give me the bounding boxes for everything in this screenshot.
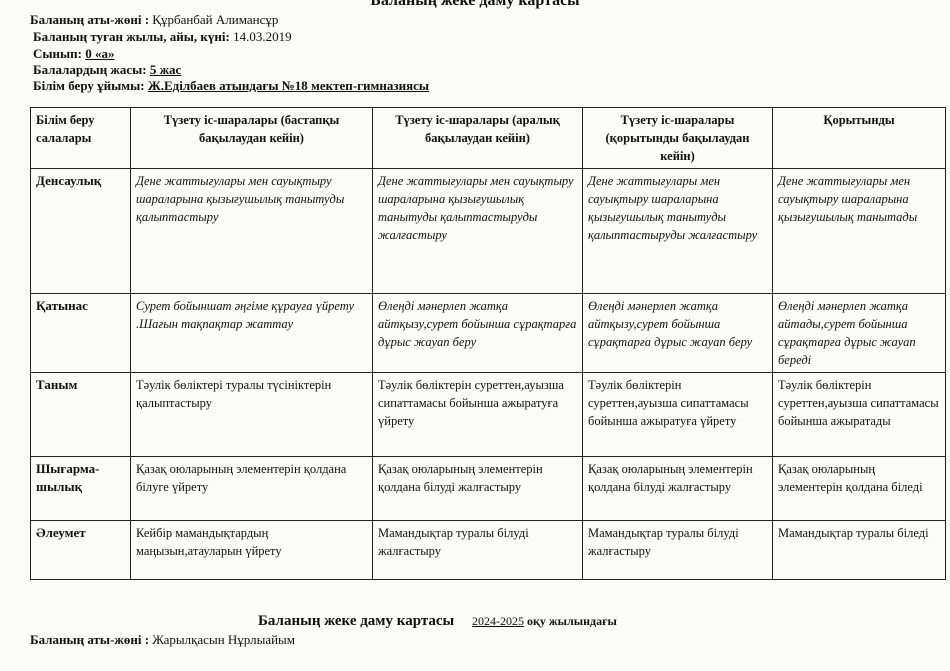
initial-cell: Сурет бойыншат әңгіме құрауға үйрету .Ша… — [130, 293, 373, 373]
birth-label: Баланың туған жылы, айы, күні: — [33, 29, 230, 44]
intermediate-cell: Дене жаттығулары мен сауықтыру шараларын… — [372, 168, 583, 294]
age-value: 5 жас — [149, 62, 182, 77]
header-conclusion: Қорытынды — [772, 107, 946, 169]
final-cell: Тәулік бөліктерін суреттен,ауызша сипатт… — [582, 372, 773, 457]
child-name-label: Баланың аты-жөні : — [30, 12, 150, 27]
school-year-suffix: оқу жылындағы — [527, 614, 617, 628]
area-cell: Қатынас — [30, 293, 131, 373]
area-cell: Таным — [30, 372, 131, 457]
class-label: Сынып: — [33, 46, 82, 61]
final-cell: Дене жаттығулары мен сауықтыру шараларын… — [582, 168, 773, 294]
initial-cell: Дене жаттығулары мен сауықтыру шараларын… — [130, 168, 373, 294]
school-year-value: 2024-2025 — [472, 614, 525, 628]
intermediate-cell: Тәулік бөліктерін суреттен,ауызша сипатт… — [372, 372, 583, 457]
class-value: 0 «а» — [85, 46, 115, 61]
table-row: Қатынас Сурет бойыншат әңгіме құрауға үй… — [30, 293, 946, 373]
age-label: Балалардың жасы: — [33, 62, 147, 77]
org-label: Білім беру ұйымы: — [33, 78, 145, 93]
conclusion-cell: Өлеңді мәнерлеп жатқа айтады,сурет бойын… — [772, 293, 946, 373]
class-line: Сынып: 0 «а» — [33, 46, 115, 62]
page-title: Баланың жеке даму картасы — [370, 0, 580, 9]
area-cell: Шығарма-шылық — [30, 456, 131, 521]
second-child-name-label: Баланың аты-жөні : — [30, 632, 150, 647]
intermediate-cell: Мамандықтар туралы білуді жалғастыру — [372, 520, 583, 580]
initial-cell: Кейбір мамандықтардың маңызын,атауларын … — [130, 520, 373, 580]
conclusion-cell: Дене жаттығулары мен сауықтыру шараларын… — [772, 168, 946, 294]
final-cell: Қазақ оюларының элементерін қолдана білу… — [582, 456, 773, 521]
table-row: Денсаулық Дене жаттығулары мен сауықтыру… — [30, 168, 946, 294]
second-child-name-value: Жарылқасын Нұрлыайым — [152, 632, 296, 647]
header-intermediate: Түзету іс-шаралары (аралық бақылаудан ке… — [372, 107, 583, 169]
second-child-name-line: Баланың аты-жөні : Жарылқасын Нұрлыайым — [30, 632, 295, 648]
child-name-value: Құрбанбай Алимансұр — [152, 12, 279, 27]
area-cell: Денсаулық — [30, 168, 131, 294]
final-cell: Мамандықтар туралы білуді жалғастыру — [582, 520, 773, 580]
table-header-row: Білім беру салалары Түзету іс-шаралары (… — [30, 107, 946, 169]
intermediate-cell: Өлеңді мәнерлеп жатқа айтқызу,сурет бойы… — [372, 293, 583, 373]
second-card-title-text: Баланың жеке даму картасы — [258, 613, 455, 629]
table-row: Таным Тәулік бөліктері туралы түсініктер… — [30, 372, 946, 457]
development-table: Білім беру салалары Түзету іс-шаралары (… — [30, 107, 946, 580]
age-line: Балалардың жасы: 5 жас — [33, 62, 181, 78]
birth-value: 14.03.2019 — [233, 29, 292, 44]
intermediate-cell: Қазақ оюларының элементерін қолдана білу… — [372, 456, 583, 521]
child-name-line: Баланың аты-жөні : Құрбанбай Алимансұр — [30, 12, 278, 28]
header-final: Түзету іс-шаралары (қорытынды бақылаудан… — [582, 107, 773, 169]
header-initial: Түзету іс-шаралары (бастапқы бақылаудан … — [130, 107, 373, 169]
table-row: Әлеумет Кейбір мамандықтардың маңызын,ат… — [30, 520, 946, 580]
header-area: Білім беру салалары — [30, 107, 131, 169]
conclusion-cell: Тәулік бөліктерін суреттен,ауызша сипатт… — [772, 372, 946, 457]
conclusion-cell: Мамандықтар туралы біледі — [772, 520, 946, 580]
initial-cell: Тәулік бөліктері туралы түсініктерін қал… — [130, 372, 373, 457]
final-cell: Өлеңді мәнерлеп жатқа айтқызу,сурет бойы… — [582, 293, 773, 373]
area-cell: Әлеумет — [30, 520, 131, 580]
second-card-title: Баланың жеке даму картасы 2024-2025 оқу … — [258, 613, 617, 630]
initial-cell: Қазақ оюларының элементерін қолдана білу… — [130, 456, 373, 521]
org-line: Білім беру ұйымы: Ж.Еділбаев атындағы №1… — [33, 78, 429, 94]
table-row: Шығарма-шылық Қазақ оюларының элементері… — [30, 456, 946, 521]
birth-line: Баланың туған жылы, айы, күні: 14.03.201… — [33, 29, 292, 45]
conclusion-cell: Қазақ оюларының элементерін қолдана біле… — [772, 456, 946, 521]
school-year: 2024-2025 оқу жылындағы — [472, 614, 617, 628]
org-value: Ж.Еділбаев атындағы №18 мектеп-гимназияс… — [147, 78, 430, 93]
